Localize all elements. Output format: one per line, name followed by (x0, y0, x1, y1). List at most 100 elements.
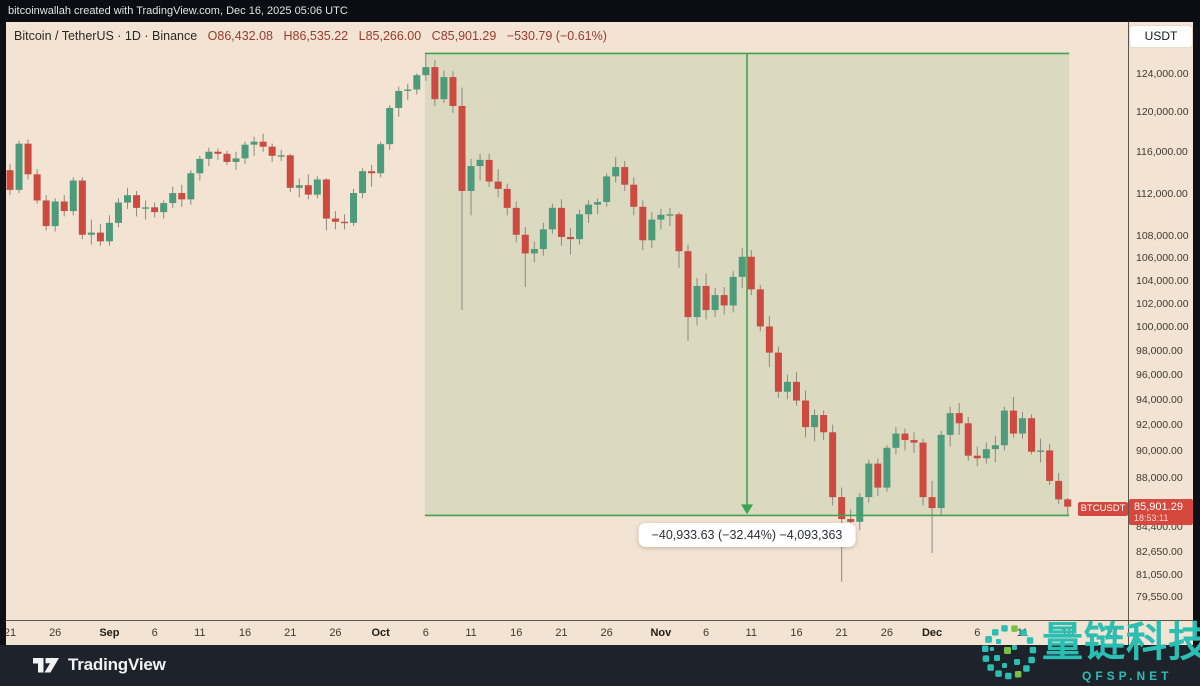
time-tick-label: 6 (703, 627, 710, 639)
candle-oct-4 (404, 83, 412, 101)
candle-sep-20 (277, 149, 285, 161)
ohlc-high: H86,535.22 (283, 29, 349, 43)
ohlc-open: O86,432.08 (207, 29, 274, 43)
candle-oct-19 (539, 222, 547, 256)
candle-aug-31 (96, 223, 104, 246)
candle-oct-1 (377, 141, 385, 178)
candle-nov-26 (883, 445, 891, 492)
candle-dec-14 (1046, 443, 1054, 485)
time-tick-label: 6 (151, 627, 158, 639)
price-tick-label: 81,050.00 (1136, 568, 1183, 581)
candle-sep-17 (250, 136, 258, 156)
candle-dec-2 (937, 430, 945, 515)
price-tick-label: 112,000.00 (1136, 187, 1188, 200)
time-tick-label: Nov (650, 627, 672, 639)
ohlc-change: −530.79 (−0.61%) (506, 29, 607, 43)
candle-dec-7 (982, 442, 990, 464)
candle-oct-31 (648, 212, 656, 248)
attribution-bar: bitcoinwallah created with TradingView.c… (0, 0, 1200, 22)
chart-legend: Bitcoin / TetherUS · 1D · Binance O86,43… (14, 29, 607, 43)
candle-nov-16 (792, 372, 800, 406)
candle-oct-6 (422, 53, 430, 81)
currency-toggle-button[interactable]: USDT (1130, 26, 1192, 47)
time-tick-label: 16 (238, 627, 252, 639)
candle-aug-29 (78, 177, 86, 240)
candle-oct-11 (467, 158, 475, 216)
site-watermark: 量链科技 QFSP.NET (978, 617, 1200, 686)
candle-sep-1 (105, 215, 113, 246)
time-tick-label: 21 (555, 627, 568, 639)
candle-dec-15 (1055, 472, 1063, 504)
candle-nov-1 (657, 208, 665, 230)
price-range-measurement-label[interactable]: −40,933.63 (−32.44%) −4,093,363 (638, 523, 856, 547)
candle-oct-16 (512, 201, 520, 243)
time-tick-label: 21 (284, 627, 297, 639)
candle-sep-25 (322, 178, 330, 231)
candle-sep-9 (178, 184, 186, 207)
footer-bar: TradingView (0, 645, 1200, 686)
candle-nov-15 (783, 374, 791, 400)
candle-sep-8 (169, 186, 177, 208)
candle-oct-22 (566, 228, 574, 255)
time-tick-label: Dec (921, 627, 943, 639)
tradingview-logo[interactable]: TradingView (33, 655, 166, 675)
candle-oct-12 (476, 153, 484, 181)
candlestick-chart[interactable] (6, 22, 1193, 645)
candle-dec-9 (1000, 406, 1008, 451)
candle-nov-28 (901, 428, 909, 451)
symbol-price-tag: BTCUSDT (1078, 502, 1128, 516)
time-tick-label: Oct (371, 627, 390, 639)
price-tick-label: 98,000.00 (1136, 344, 1183, 357)
candle-oct-17 (521, 227, 529, 288)
time-tick-label: 6 (974, 627, 981, 639)
candle-sep-15 (232, 151, 240, 171)
candle-aug-26 (51, 198, 59, 232)
candle-nov-4 (684, 244, 692, 341)
time-axis-border (6, 620, 1193, 621)
candle-nov-23 (856, 493, 864, 531)
candle-nov-18 (811, 409, 819, 442)
candle-sep-18 (259, 133, 267, 152)
candle-dec-5 (964, 416, 972, 461)
candle-nov-29 (910, 432, 918, 454)
candle-oct-26 (603, 173, 611, 207)
candle-dec-13 (1037, 438, 1045, 463)
price-range-tool[interactable] (424, 52, 1070, 517)
time-tick-label: 26 (329, 627, 342, 639)
candle-nov-14 (774, 346, 782, 399)
candle-nov-25 (874, 458, 882, 496)
candle-sep-26 (331, 211, 339, 230)
chart-area[interactable]: Bitcoin / TetherUS · 1D · Binance O86,43… (6, 22, 1193, 645)
candle-nov-6 (702, 273, 710, 320)
candle-dec-1 (928, 480, 936, 553)
candle-aug-25 (42, 195, 50, 231)
candle-oct-3 (395, 86, 403, 117)
tradingview-wordmark: TradingView (68, 655, 166, 674)
candle-aug-27 (60, 195, 68, 217)
candle-oct-20 (548, 203, 556, 234)
candle-dec-3 (946, 406, 954, 447)
candle-oct-30 (639, 200, 647, 251)
candle-oct-24 (585, 200, 593, 223)
price-tick-label: 108,000.00 (1136, 230, 1189, 243)
candle-dec-12 (1028, 414, 1036, 455)
candle-oct-8 (440, 70, 448, 104)
candle-sep-22 (295, 178, 303, 198)
watermark-title: 量链科技 (1042, 619, 1200, 665)
watermark-logo-icon (981, 625, 1037, 680)
symbol-title[interactable]: Bitcoin / TetherUS · 1D · Binance (14, 29, 198, 43)
time-tick-label: 11 (194, 627, 206, 639)
candle-nov-7 (711, 288, 719, 318)
candle-aug-22 (15, 140, 23, 194)
attribution-text: bitcoinwallah created with TradingView.c… (8, 5, 348, 17)
candle-oct-15 (503, 183, 511, 216)
candle-aug-21 (6, 163, 14, 196)
candle-nov-8 (720, 287, 728, 315)
candle-oct-14 (494, 169, 502, 198)
candle-sep-21 (286, 153, 294, 193)
candle-sep-16 (241, 141, 249, 164)
candle-oct-18 (530, 241, 538, 263)
candle-sep-12 (205, 147, 213, 167)
candle-sep-11 (196, 155, 204, 181)
